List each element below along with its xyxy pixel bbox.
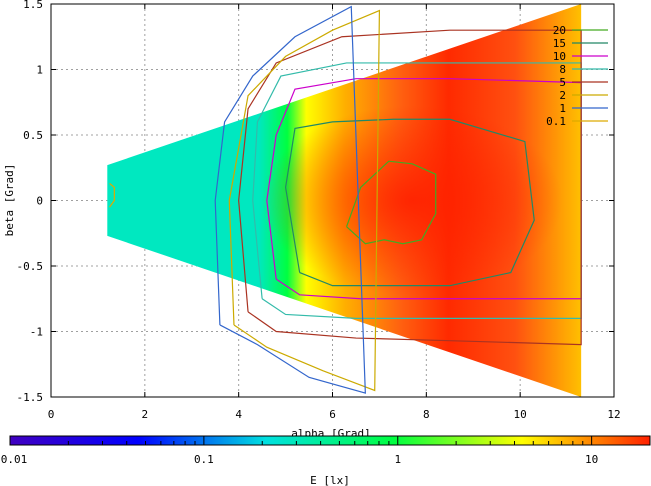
contour-1 [214,5,366,394]
x-tick-label: 12 [607,408,620,421]
legend-label: 20 [553,24,566,37]
legend-label: 10 [553,50,566,63]
contour-20 [346,160,437,245]
x-tick-label: 4 [235,408,242,421]
legend-label: 5 [559,76,566,89]
y-axis-label: beta [Grad] [3,164,16,237]
x-tick-label: 6 [329,408,336,421]
colorbar-tick-label: 0.1 [194,453,214,466]
y-tick-label: 0 [36,195,43,208]
x-tick-label: 8 [423,408,430,421]
colorbar-tick-label: 10 [585,453,598,466]
colorbar-label: E [lx] [310,474,350,486]
x-tick-label: 0 [48,408,55,421]
y-tick-label: -1 [30,326,43,339]
y-tick-label: 1.5 [23,0,43,11]
contour-lines [109,5,582,394]
colorbar-tick-label: 0.01 [1,453,28,466]
contour-2 [228,9,381,392]
contour-15 [284,118,535,287]
legend-label: 1 [559,102,566,115]
contour-10 [266,78,582,300]
y-tick-label: -0.5 [17,260,44,273]
colorbar: 0.01 0.1 1 10 [1,435,651,466]
legend-label: 2 [559,89,566,102]
x-tick-label: 2 [142,408,149,421]
colorbar-bar [9,435,651,446]
y-tick-label: 0.5 [23,129,43,142]
y-axis-ticks: -1.5 -1 -0.5 0 0.5 1 1.5 [17,0,614,404]
y-tick-label: -1.5 [17,391,44,404]
legend-label: 15 [553,37,566,50]
legend-label: 8 [559,63,566,76]
contour-0.1 [109,183,115,208]
colorbar-tick-label: 1 [394,453,401,466]
contour-8 [252,62,582,319]
heatmap-peak [262,105,563,296]
x-tick-label: 10 [514,408,527,421]
legend-label: 0.1 [546,115,566,128]
x-axis-ticks: 0 2 4 6 8 10 12 [48,4,621,421]
y-tick-label: 1 [36,64,43,77]
contour-5 [238,29,582,346]
